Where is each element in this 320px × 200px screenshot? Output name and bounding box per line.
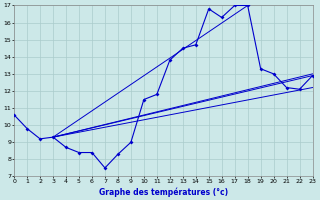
X-axis label: Graphe des températures (°c): Graphe des températures (°c) xyxy=(99,187,228,197)
